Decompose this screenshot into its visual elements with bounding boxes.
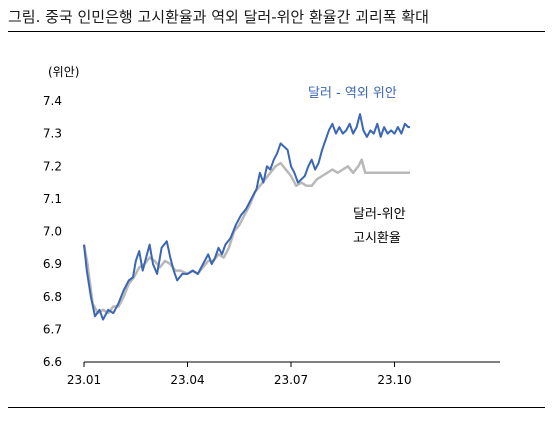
x-tick-label: 23.04 [170,373,204,387]
series-label-fixing-line2: 고시환율 [353,231,401,246]
y-tick-label: 6.9 [43,257,62,271]
y-tick-label: 6.7 [43,322,62,336]
x-axis-ticks: 23.01 23.04 23.07 23.10 [67,362,412,387]
y-axis-ticks: 6.6 6.7 6.8 6.9 7.0 7.1 7.2 7.3 7.4 [43,94,62,369]
series-lines [82,113,410,321]
series-line-cny-fixing [82,158,410,315]
figure-title: 그림. 중국 인민은행 고시환율과 역외 달러-위안 환율간 괴리폭 확대 [8,8,429,26]
y-tick-label: 7.4 [43,94,62,108]
y-axis-unit-label: (위안) [48,65,79,79]
series-line-offshore-cnh [83,113,410,321]
x-tick-label: 23.01 [67,373,101,387]
bottom-rule [8,407,545,408]
y-tick-label: 7.1 [43,192,62,206]
series-label-fixing-line1: 달러-위안 [353,207,406,222]
y-tick-label: 7.3 [43,127,62,141]
series-label-offshore: 달러 - 역외 위안 [308,86,397,101]
y-tick-label: 6.8 [43,290,62,304]
y-tick-label: 7.0 [43,225,62,239]
x-tick-label: 23.07 [274,373,308,387]
title-rule [8,31,545,32]
x-tick-label: 23.10 [377,373,411,387]
y-tick-label: 6.6 [43,355,62,369]
y-tick-label: 7.2 [43,159,62,173]
